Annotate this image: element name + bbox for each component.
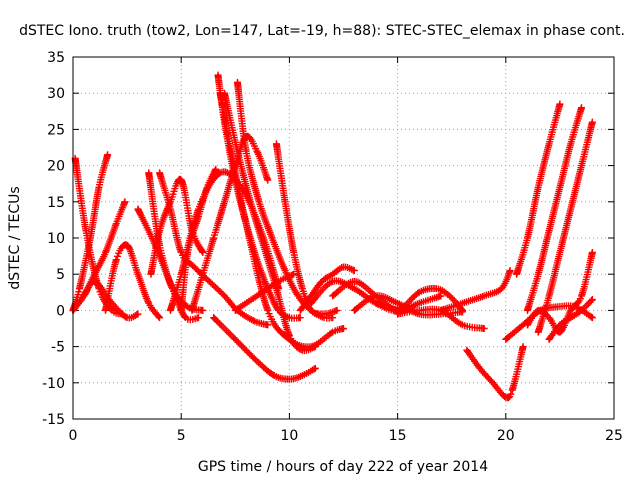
y-tick-label: 30: [47, 86, 65, 102]
x-tick-label: 25: [605, 428, 623, 444]
data-point: [238, 342, 245, 349]
data-point: [230, 334, 237, 341]
x-tick-label: 15: [389, 428, 407, 444]
data-point: [297, 314, 304, 321]
y-tick-label: -15: [42, 412, 65, 428]
x-axis-label: GPS time / hours of day 222 of year 2014: [198, 459, 488, 475]
data-point: [241, 346, 248, 353]
y-tick-label: 5: [56, 267, 65, 283]
y-tick-label: -10: [42, 376, 65, 392]
data-points: [70, 72, 596, 402]
data-point: [240, 344, 247, 351]
x-axis-ticks: 0 5 10 15 20 25: [69, 57, 623, 444]
x-tick-label: 20: [497, 428, 515, 444]
y-tick-label: 20: [47, 159, 65, 175]
series-arc-30: [513, 101, 563, 278]
plot-frame: [73, 57, 614, 419]
series-arc-16: [273, 140, 341, 317]
y-axis-label: dSTEC / TECUs: [7, 186, 23, 289]
data-point: [233, 337, 240, 344]
series-arc-26: [463, 343, 526, 401]
y-tick-label: 25: [47, 122, 65, 138]
y-tick-label: 10: [47, 231, 65, 247]
chart-title: dSTEC Iono. truth (tow2, Lon=147, Lat=-1…: [19, 23, 625, 39]
y-tick-label: 15: [47, 195, 65, 211]
x-tick-label: 5: [177, 428, 186, 444]
grid-lines: [73, 57, 614, 419]
y-tick-label: 35: [47, 50, 65, 66]
data-point: [218, 322, 225, 329]
series-arc-27: [437, 267, 513, 314]
x-tick-label: 0: [69, 428, 78, 444]
x-tick-label: 10: [280, 428, 298, 444]
dstec-chart: dSTEC Iono. truth (tow2, Lon=147, Lat=-1…: [0, 0, 640, 480]
y-tick-label: 0: [56, 303, 65, 319]
y-tick-label: -5: [51, 340, 65, 356]
